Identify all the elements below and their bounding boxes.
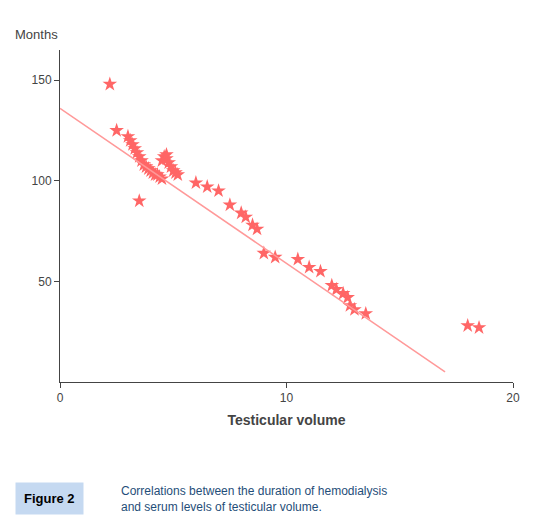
svg-text:Correlations between the durat: Correlations between the duration of hem… (121, 484, 387, 514)
svg-text:100: 100 (32, 174, 52, 188)
svg-text:150: 150 (32, 73, 52, 87)
svg-text:50: 50 (38, 275, 52, 289)
svg-text:20: 20 (506, 391, 520, 405)
svg-text:Figure 2: Figure 2 (24, 491, 75, 506)
svg-text:0: 0 (57, 391, 64, 405)
svg-text:Months: Months (15, 27, 58, 42)
svg-text:10: 10 (280, 391, 294, 405)
svg-text:Testicular volume: Testicular volume (227, 412, 345, 428)
